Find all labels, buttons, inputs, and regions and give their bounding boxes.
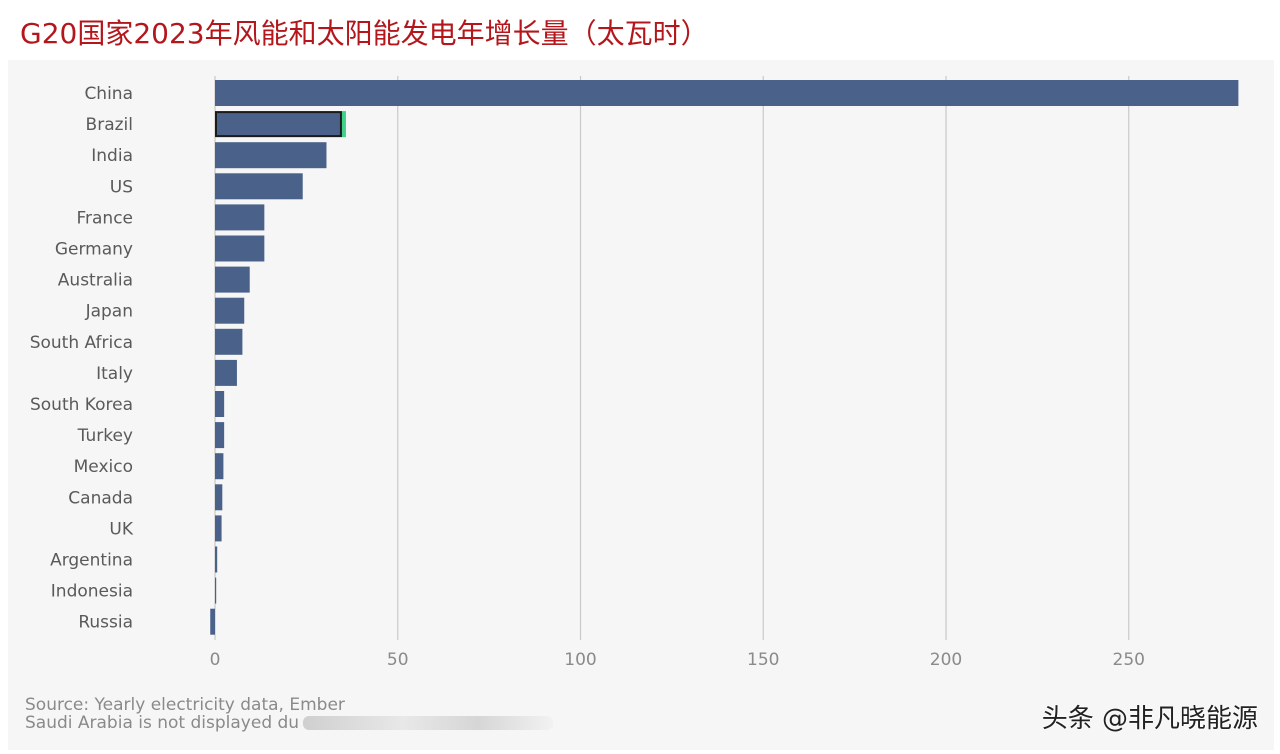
category-label-mexico: Mexico <box>74 457 133 477</box>
watermark-text: 头条 @非凡晓能源 <box>1041 704 1258 734</box>
page-title: G20国家2023年风能和太阳能发电年增长量（太瓦时） <box>20 17 709 50</box>
note-text: Saudi Arabia is not displayed du <box>25 713 300 733</box>
bar-argentina <box>215 546 218 573</box>
bar-brazil <box>215 111 342 138</box>
x-tick-label-100: 100 <box>564 650 596 670</box>
x-tick-label-0: 0 <box>210 650 221 670</box>
bar-china <box>215 80 1239 106</box>
bar-mexico <box>215 453 224 480</box>
bar-us <box>215 173 303 200</box>
bar-australia <box>215 266 250 293</box>
category-label-france: France <box>76 208 133 228</box>
category-label-uk: UK <box>109 519 133 539</box>
x-tick-label-150: 150 <box>747 650 779 670</box>
bar-russia <box>210 608 215 635</box>
category-labels: China Brazil India US France Germany Australia… <box>30 84 134 633</box>
category-label-india: India <box>91 146 133 166</box>
x-tick-label-250: 250 <box>1113 650 1145 670</box>
x-tick-labels: 0 50 100 150 200 250 <box>210 650 1145 670</box>
bar-india <box>215 142 327 169</box>
category-label-canada: Canada <box>68 488 133 508</box>
x-tick-label-200: 200 <box>930 650 962 670</box>
bar-germany <box>215 235 265 262</box>
bar-japan <box>215 297 245 324</box>
source-text: Source: Yearly electricity data, Ember <box>25 695 345 715</box>
grid-lines <box>214 76 1130 640</box>
category-label-brazil: Brazil <box>86 115 133 135</box>
category-label-south-korea: South Korea <box>30 395 133 415</box>
category-label-south-africa: South Africa <box>30 333 133 353</box>
bar-italy <box>215 359 237 386</box>
bar-south-korea <box>215 391 225 417</box>
x-tick-label-50: 50 <box>387 650 409 670</box>
bar-chart: China Brazil India US France Germany Australia… <box>30 76 1239 670</box>
chart-panel: China Brazil India US France Germany Australia… <box>8 60 1274 750</box>
category-label-indonesia: Indonesia <box>51 582 133 602</box>
bar-turkey <box>215 422 225 449</box>
category-label-germany: Germany <box>55 240 133 260</box>
category-label-turkey: Turkey <box>77 426 133 446</box>
category-label-us: US <box>110 177 133 197</box>
category-label-argentina: Argentina <box>50 551 133 571</box>
bar-france <box>215 204 265 231</box>
category-label-japan: Japan <box>85 302 133 322</box>
footnote: Source: Yearly electricity data, Ember S… <box>25 695 554 733</box>
bar-canada <box>215 484 223 511</box>
bar-uk <box>215 515 222 542</box>
bars <box>210 80 1239 635</box>
bar-indonesia <box>215 577 217 604</box>
category-label-italy: Italy <box>96 364 133 384</box>
category-label-russia: Russia <box>78 613 133 633</box>
category-label-australia: Australia <box>58 271 133 291</box>
category-label-china: China <box>84 84 133 104</box>
blurred-text <box>303 716 554 730</box>
bar-south-africa <box>215 328 243 355</box>
